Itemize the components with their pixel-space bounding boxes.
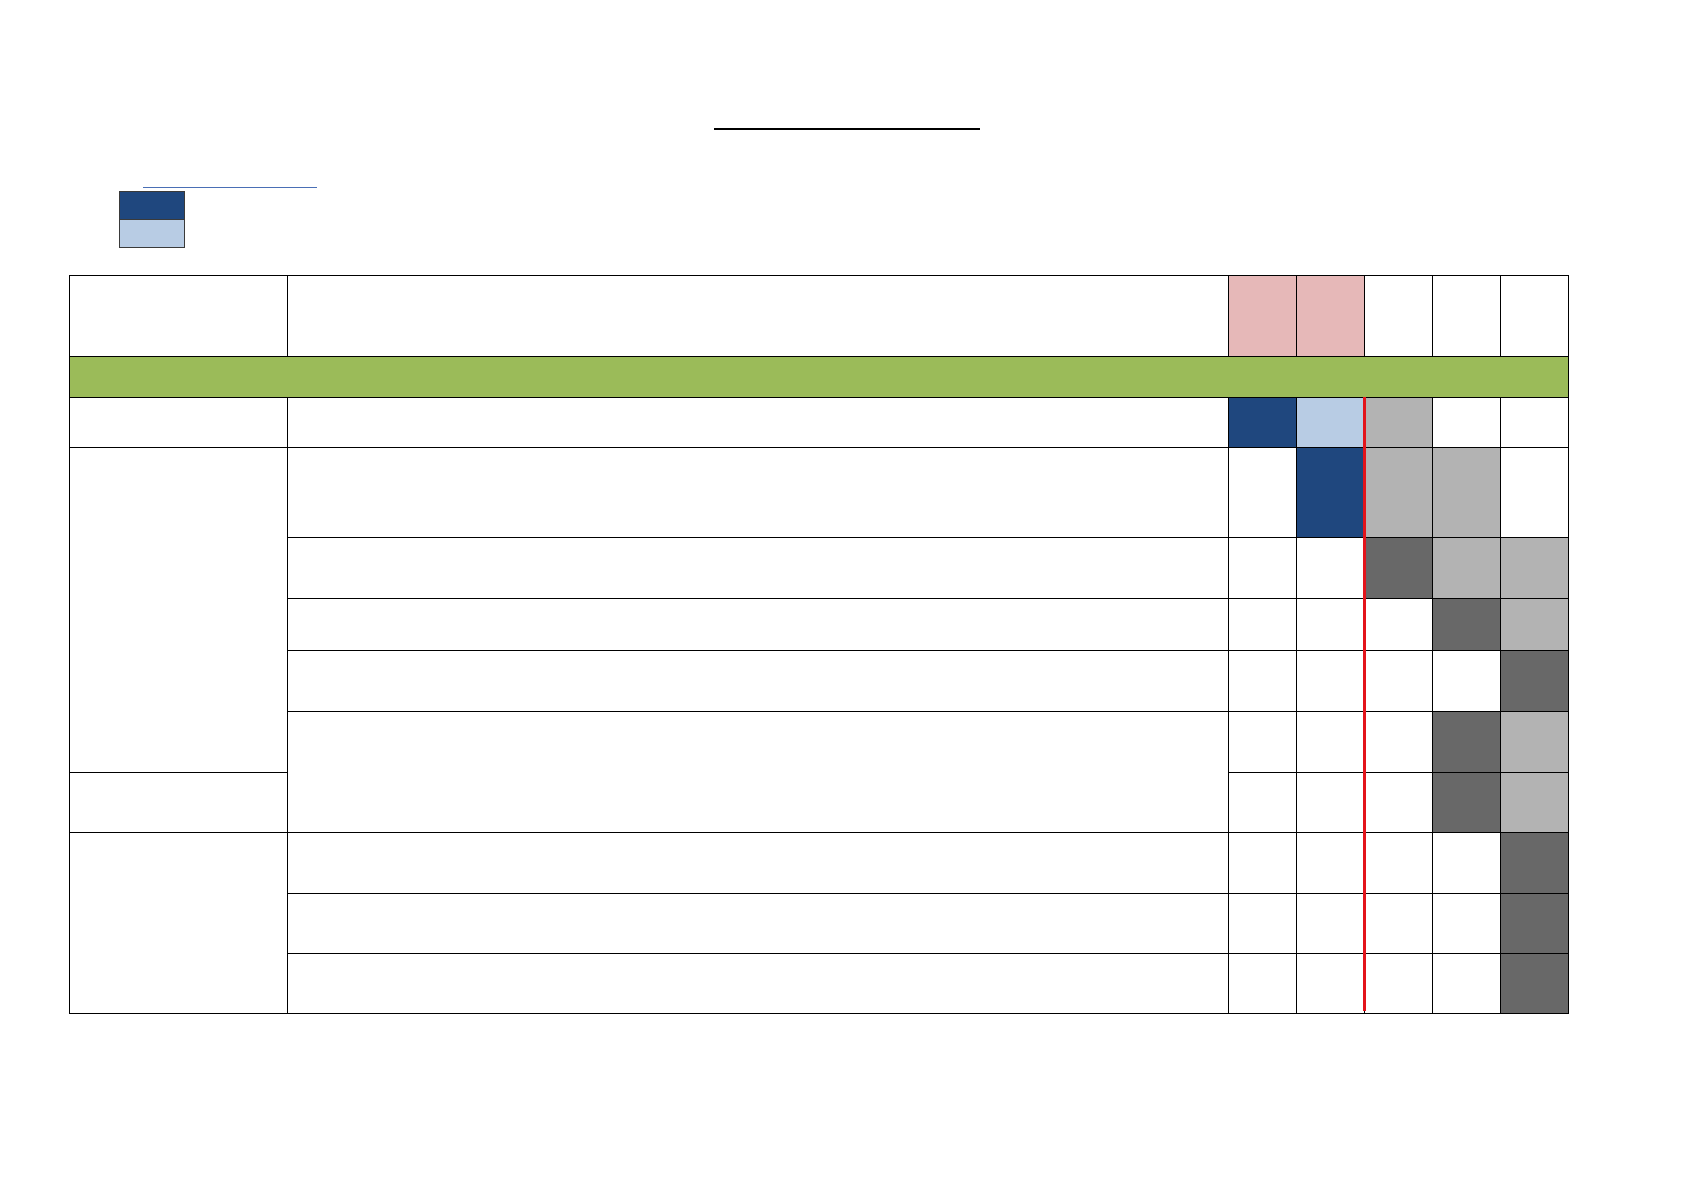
period-cell — [1500, 447, 1569, 538]
header-period-cell — [1500, 275, 1569, 357]
period-cell — [1500, 711, 1569, 773]
period-cell — [1364, 537, 1433, 599]
schedule-table-body — [69, 275, 1569, 1014]
task-cell — [287, 650, 1229, 712]
period-cell — [1228, 772, 1297, 833]
header-area-cell — [69, 275, 288, 357]
area-cell — [287, 711, 1229, 833]
period-cell — [1364, 832, 1433, 894]
period-cell — [1432, 953, 1501, 1014]
header-row — [69, 275, 1569, 357]
period-cell — [1500, 650, 1569, 712]
period-cell — [1432, 711, 1501, 773]
area-cell — [69, 832, 288, 1014]
task-cell — [287, 397, 1229, 448]
period-cell — [1364, 598, 1433, 651]
area-cell — [69, 397, 288, 448]
period-cell — [1296, 397, 1365, 448]
legend-swatch-tentative — [120, 219, 184, 247]
header-period-cell — [1432, 275, 1501, 357]
legend-link-underline — [143, 187, 317, 188]
task-cell — [1228, 711, 1297, 773]
task-cell — [287, 447, 1229, 538]
period-cell — [1500, 772, 1569, 833]
period-cell — [1296, 650, 1365, 712]
period-cell — [1296, 598, 1365, 651]
legend-swatch-planned — [120, 192, 184, 219]
section-band-row — [69, 356, 1569, 398]
period-cell — [1228, 650, 1297, 712]
period-cell — [1228, 893, 1297, 954]
area-cell — [69, 447, 288, 773]
period-cell — [1432, 893, 1501, 954]
table-row — [70, 953, 1569, 1014]
period-cell — [1432, 650, 1501, 712]
period-cell — [1228, 953, 1297, 1014]
period-cell — [1364, 447, 1433, 538]
table-row — [70, 893, 1569, 954]
period-cell — [1500, 397, 1569, 448]
table-row — [70, 537, 1569, 599]
period-cell — [1432, 447, 1501, 538]
period-cell — [1364, 772, 1433, 833]
period-cell — [1500, 953, 1569, 1014]
table-row — [70, 598, 1569, 651]
table-row — [70, 650, 1569, 712]
period-cell — [1432, 397, 1501, 448]
period-cell — [1364, 953, 1433, 1014]
task-cell — [287, 953, 1229, 1014]
current-period-marker — [1363, 397, 1366, 1011]
period-cell — [1500, 598, 1569, 651]
period-cell — [1228, 537, 1297, 599]
header-period-cell — [1296, 275, 1365, 357]
task-cell — [287, 893, 1229, 954]
task-cell — [287, 598, 1229, 651]
schedule-table — [69, 275, 1569, 1014]
period-cell — [1364, 893, 1433, 954]
period-cell — [1296, 772, 1365, 833]
period-cell — [1364, 650, 1433, 712]
table-row — [69, 397, 1569, 448]
period-cell — [1432, 832, 1501, 894]
task-cell — [287, 832, 1229, 894]
period-cell — [1296, 711, 1365, 773]
table-row — [70, 711, 1569, 833]
task-cell — [69, 772, 288, 833]
period-cell — [1228, 598, 1297, 651]
table-row — [69, 447, 1569, 773]
period-cell — [1296, 447, 1365, 538]
period-cell — [1364, 397, 1433, 448]
period-cell — [1296, 832, 1365, 894]
period-cell — [1432, 772, 1501, 833]
header-task-cell — [287, 275, 1229, 357]
period-cell — [1432, 537, 1501, 599]
period-cell — [1364, 711, 1433, 773]
section-band — [69, 356, 1569, 398]
period-cell — [1500, 893, 1569, 954]
color-legend — [119, 191, 185, 248]
document-title-underline — [714, 128, 980, 130]
period-cell — [1228, 397, 1297, 448]
period-cell — [1296, 893, 1365, 954]
period-cell — [1296, 537, 1365, 599]
period-cell — [1228, 832, 1297, 894]
period-cell — [1228, 447, 1297, 538]
header-period-cell — [1228, 275, 1297, 357]
table-row — [69, 832, 1569, 1014]
period-cell — [1296, 953, 1365, 1014]
task-cell — [287, 537, 1229, 599]
period-cell — [1500, 832, 1569, 894]
period-cell — [1432, 598, 1501, 651]
header-period-cell — [1364, 275, 1433, 357]
period-cell — [1500, 537, 1569, 599]
